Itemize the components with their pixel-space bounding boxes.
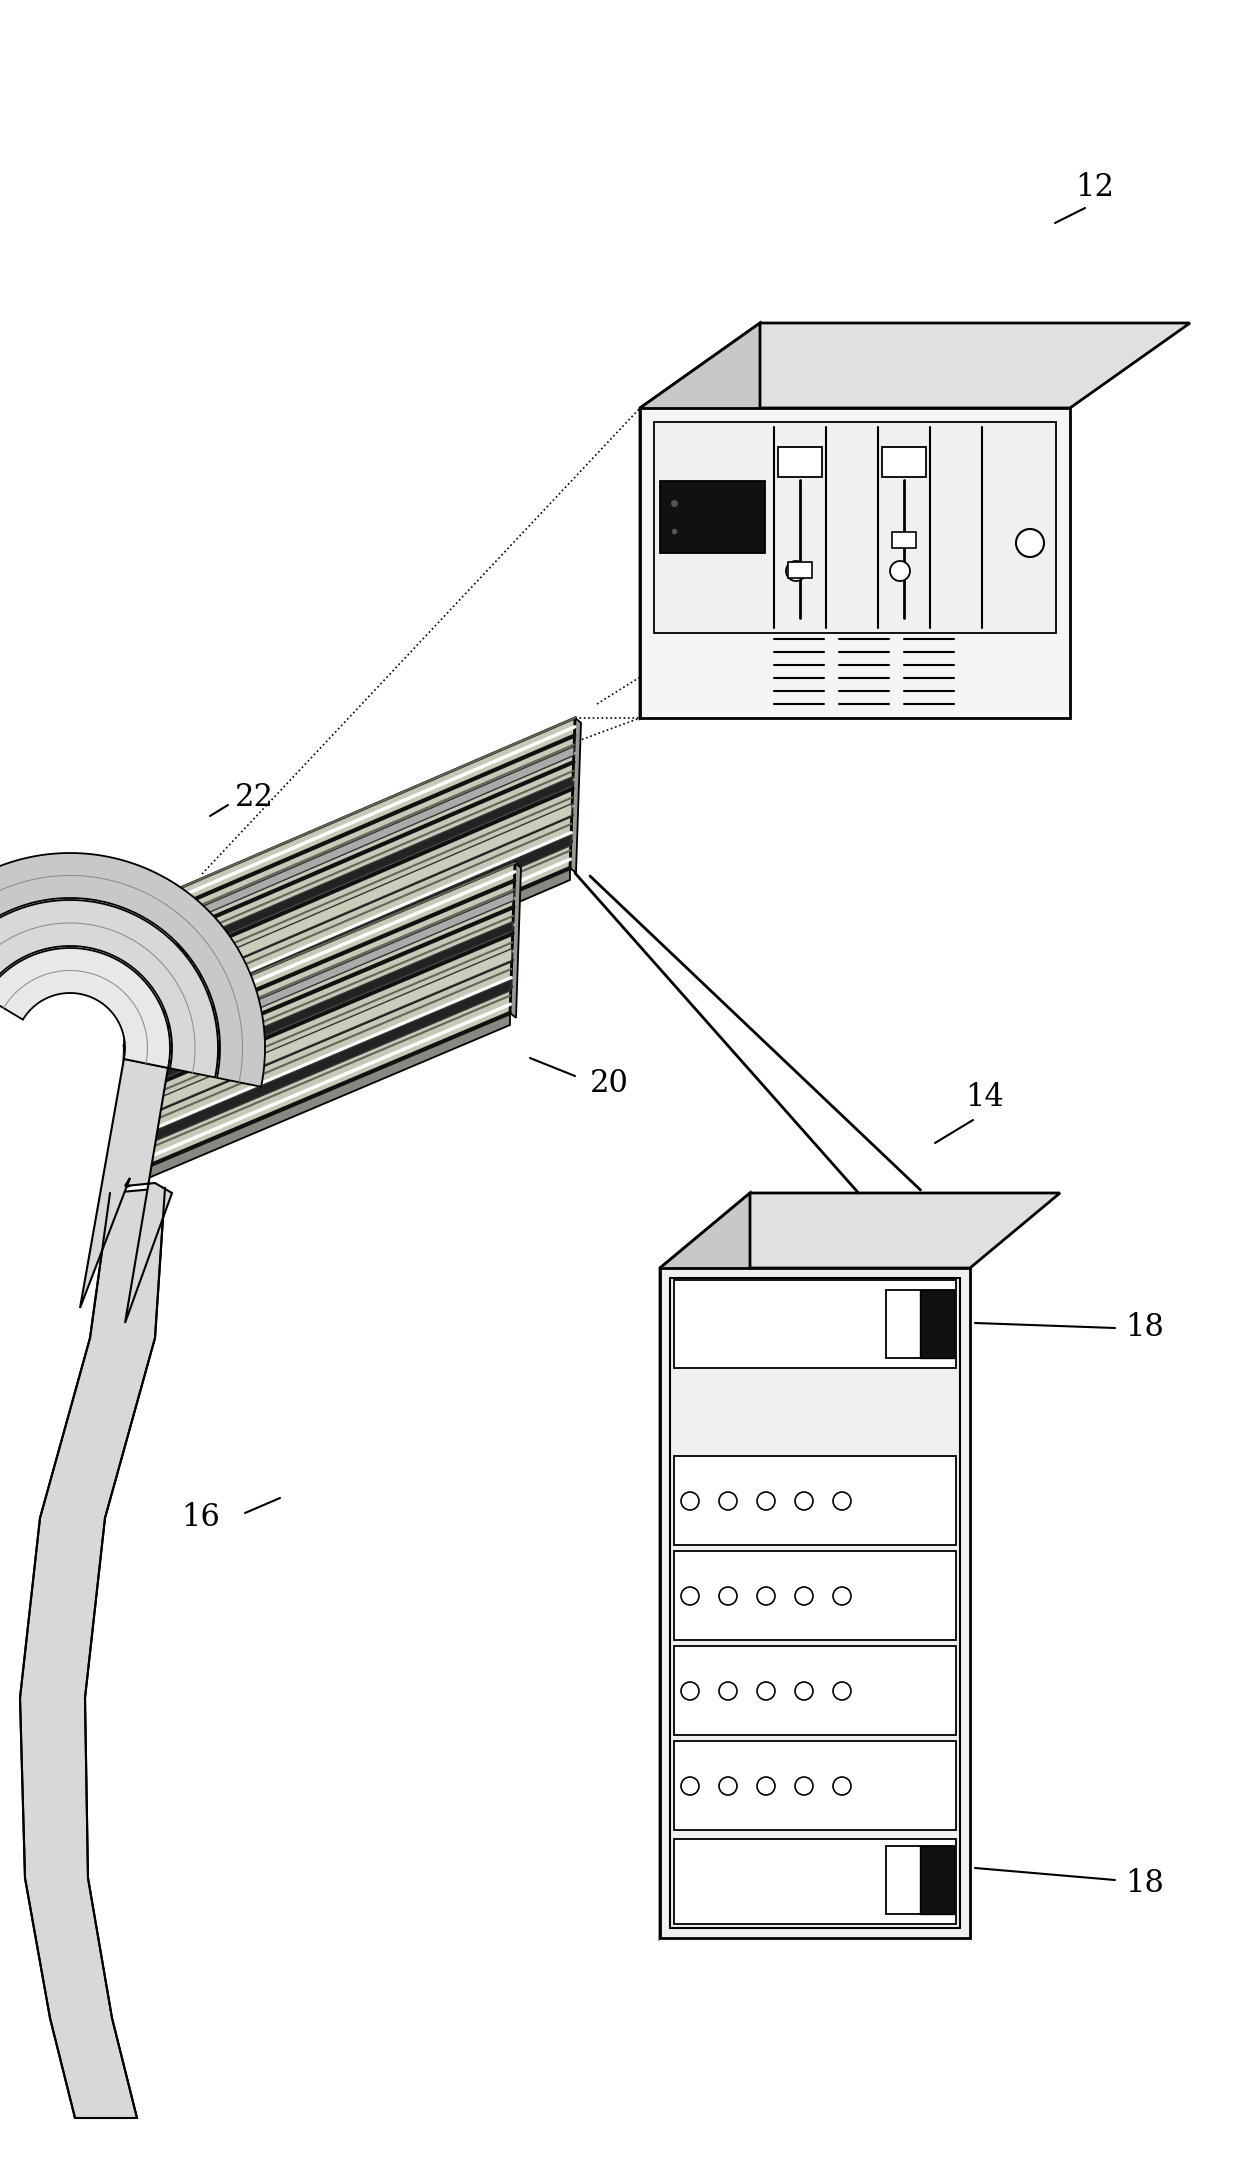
Bar	[675, 1647, 956, 1736]
Circle shape	[719, 1588, 737, 1605]
Polygon shape	[660, 1194, 750, 1938]
Bar	[675, 1838, 956, 1923]
Polygon shape	[176, 834, 572, 1015]
Polygon shape	[179, 747, 574, 926]
Circle shape	[756, 1492, 775, 1509]
Circle shape	[795, 1777, 813, 1795]
Circle shape	[833, 1777, 851, 1795]
Circle shape	[786, 562, 806, 582]
Polygon shape	[177, 804, 572, 984]
Bar	[660, 481, 765, 553]
Polygon shape	[120, 1013, 510, 1189]
Polygon shape	[120, 980, 511, 1157]
Circle shape	[681, 1681, 699, 1701]
Circle shape	[833, 1588, 851, 1605]
Polygon shape	[510, 862, 521, 1017]
Circle shape	[756, 1777, 775, 1795]
Polygon shape	[660, 1268, 970, 1938]
Circle shape	[719, 1681, 737, 1701]
Text: 22: 22	[236, 782, 274, 815]
Bar	[887, 1847, 954, 1914]
Circle shape	[756, 1681, 775, 1701]
Bar	[787, 562, 812, 577]
Polygon shape	[570, 719, 582, 873]
Polygon shape	[123, 921, 513, 1096]
Polygon shape	[175, 869, 570, 1050]
Bar	[920, 1289, 954, 1359]
Bar	[675, 1740, 956, 1830]
Circle shape	[719, 1777, 737, 1795]
Bar	[892, 531, 916, 549]
Polygon shape	[124, 891, 515, 1065]
Text: 16: 16	[181, 1503, 219, 1533]
Bar	[675, 1457, 956, 1544]
Polygon shape	[175, 719, 575, 1039]
Circle shape	[681, 1492, 699, 1509]
Circle shape	[1016, 529, 1044, 558]
Text: 20: 20	[590, 1067, 629, 1098]
Circle shape	[890, 562, 910, 582]
Text: 14: 14	[966, 1082, 1004, 1113]
Bar	[653, 423, 1056, 634]
Polygon shape	[640, 322, 760, 719]
Text: 18: 18	[1125, 1313, 1164, 1344]
Bar	[887, 1289, 954, 1359]
Circle shape	[833, 1492, 851, 1509]
Polygon shape	[177, 778, 573, 956]
Bar	[882, 446, 926, 477]
Polygon shape	[0, 854, 265, 1087]
Circle shape	[795, 1588, 813, 1605]
Bar	[920, 1847, 954, 1914]
Text: 18: 18	[1125, 1867, 1164, 1899]
Polygon shape	[120, 862, 515, 1178]
Polygon shape	[0, 947, 170, 1067]
Polygon shape	[20, 1187, 165, 2117]
Polygon shape	[122, 947, 512, 1126]
Circle shape	[795, 1681, 813, 1701]
Polygon shape	[0, 900, 218, 1078]
Circle shape	[719, 1492, 737, 1509]
Circle shape	[681, 1777, 699, 1795]
Circle shape	[756, 1588, 775, 1605]
Bar	[675, 1281, 956, 1368]
Circle shape	[795, 1492, 813, 1509]
Circle shape	[681, 1588, 699, 1605]
Bar	[675, 1551, 956, 1640]
Polygon shape	[640, 322, 1190, 407]
Polygon shape	[81, 1059, 172, 1322]
Circle shape	[833, 1681, 851, 1701]
Bar	[777, 446, 822, 477]
Polygon shape	[660, 1194, 1060, 1268]
Polygon shape	[670, 1278, 960, 1928]
Polygon shape	[640, 407, 1070, 719]
Text: 12: 12	[1075, 172, 1115, 203]
